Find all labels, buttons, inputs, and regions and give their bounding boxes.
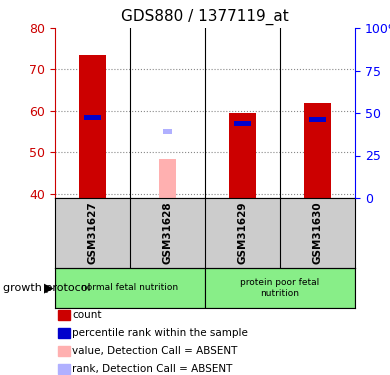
Bar (84, 115, 101, 120)
Text: normal fetal nutrition: normal fetal nutrition (82, 284, 179, 292)
Text: GSM31628: GSM31628 (163, 202, 172, 264)
Bar (163, 129, 172, 134)
Text: percentile rank within the sample: percentile rank within the sample (72, 328, 248, 338)
Text: GSM31627: GSM31627 (87, 202, 98, 264)
Bar (234, 121, 251, 126)
Text: ▶: ▶ (44, 282, 54, 294)
Bar (304, 103, 331, 198)
Text: value, Detection Call = ABSENT: value, Detection Call = ABSENT (72, 346, 238, 356)
Bar (80, 55, 106, 198)
Text: GSM31630: GSM31630 (312, 202, 323, 264)
Text: count: count (72, 310, 101, 320)
Bar (55, 268, 205, 308)
Title: GDS880 / 1377119_at: GDS880 / 1377119_at (121, 9, 289, 25)
Bar (309, 117, 326, 122)
Text: rank, Detection Call = ABSENT: rank, Detection Call = ABSENT (72, 364, 232, 374)
Text: GSM31629: GSM31629 (238, 202, 248, 264)
Bar (205, 268, 355, 308)
Bar (159, 159, 176, 198)
Text: protein poor fetal
nutrition: protein poor fetal nutrition (240, 278, 320, 298)
Text: growth protocol: growth protocol (3, 283, 90, 293)
Bar (229, 113, 255, 198)
